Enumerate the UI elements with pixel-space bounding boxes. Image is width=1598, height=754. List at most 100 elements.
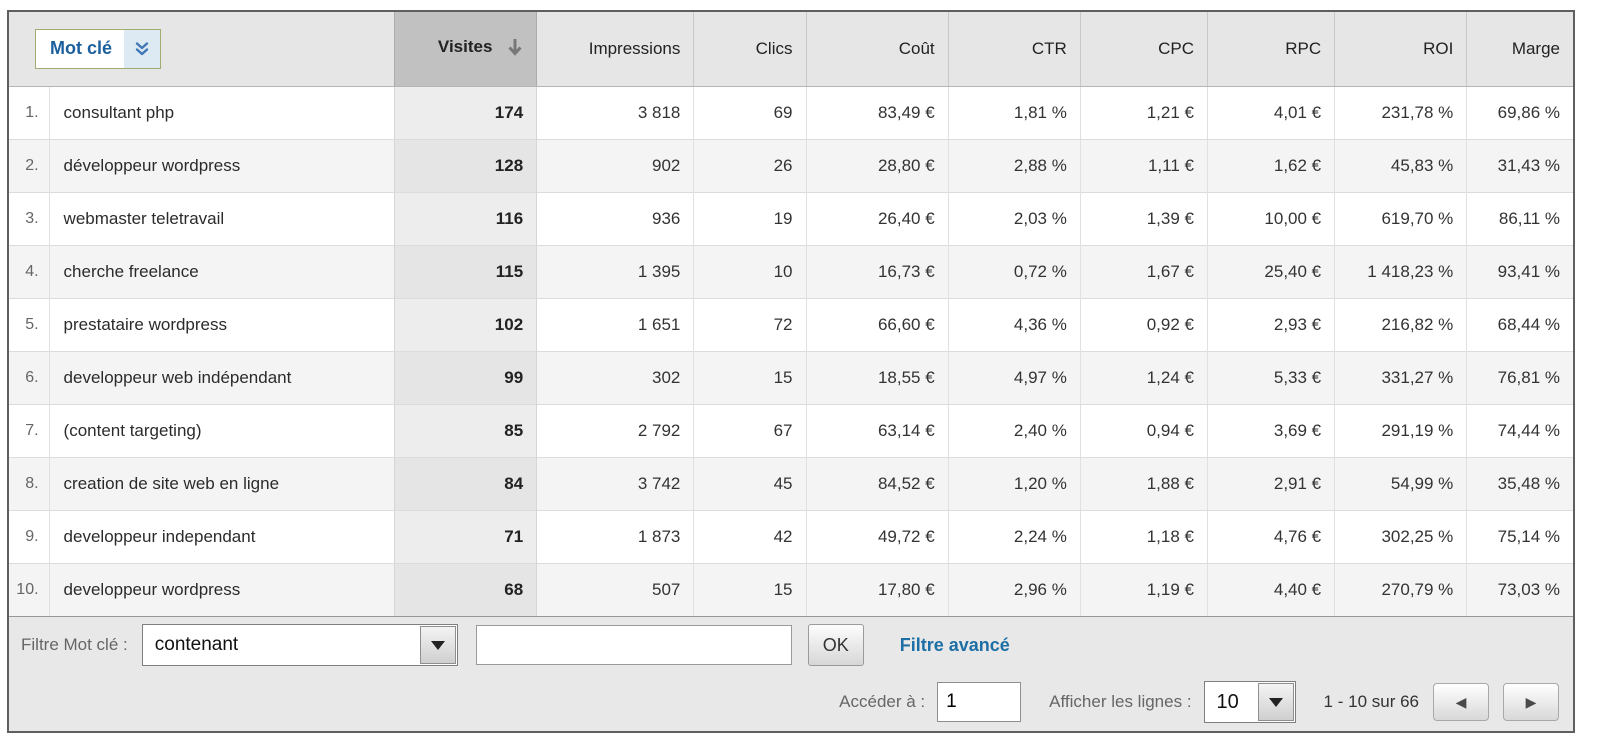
table-header: Mot clé Visites Impressions Clics Coût C…: [9, 12, 1573, 87]
visites-cell: 115: [393, 244, 538, 298]
rpc-cell: 4,40 €: [1206, 562, 1335, 616]
marge-cell: 69,86 %: [1466, 85, 1573, 139]
marge-cell: 73,03 %: [1466, 562, 1573, 616]
goto-page-input[interactable]: [937, 682, 1022, 722]
row-number: 10.: [9, 562, 50, 616]
roi-cell: 270,79 %: [1334, 562, 1467, 616]
marge-cell: 86,11 %: [1466, 191, 1573, 245]
keyword-cell: prestataire wordpress: [48, 297, 395, 351]
rpc-cell: 25,40 €: [1206, 244, 1335, 298]
column-header-roi[interactable]: ROI: [1334, 12, 1467, 87]
filter-label: Filtre Mot clé :: [21, 635, 128, 654]
cout-cell: 84,52 €: [805, 456, 949, 510]
visites-cell: 102: [393, 297, 538, 351]
column-header-label: Visites: [437, 36, 493, 56]
column-header-impressions[interactable]: Impressions: [536, 12, 694, 87]
rpc-cell: 10,00 €: [1206, 191, 1335, 245]
cpc-cell: 0,94 €: [1079, 403, 1208, 457]
keyword-report-table: Mot clé Visites Impressions Clics Coût C…: [7, 10, 1575, 733]
row-number: 1.: [9, 85, 50, 139]
marge-cell: 31,43 %: [1466, 138, 1573, 192]
pagination-bar: Accéder à : Afficher les lignes : 10 1 -…: [9, 673, 1573, 731]
clics-cell: 45: [693, 456, 806, 510]
table-row: 6. developpeur web indépendant 99 302 15…: [9, 350, 1573, 404]
cpc-cell: 1,24 €: [1079, 350, 1208, 404]
keyword-cell: developpeur wordpress: [48, 562, 395, 616]
ctr-cell: 1,20 %: [947, 456, 1081, 510]
roi-cell: 619,70 %: [1334, 191, 1467, 245]
impressions-cell: 3 742: [536, 456, 694, 510]
keyword-cell: développeur wordpress: [48, 138, 395, 192]
cpc-cell: 1,18 €: [1079, 509, 1208, 563]
filter-operator-select[interactable]: contenant: [141, 624, 458, 666]
roi-cell: 45,83 %: [1334, 138, 1467, 192]
impressions-cell: 3 818: [536, 85, 694, 139]
table-row: 4. cherche freelance 115 1 395 10 16,73 …: [9, 244, 1573, 298]
next-page-button[interactable]: ▶: [1503, 683, 1559, 721]
filter-ok-button[interactable]: OK: [807, 624, 864, 666]
rpc-cell: 2,93 €: [1206, 297, 1335, 351]
marge-cell: 75,14 %: [1466, 509, 1573, 563]
filter-text-input[interactable]: [475, 625, 792, 665]
ctr-cell: 2,96 %: [947, 562, 1081, 616]
chevron-down-icon[interactable]: [1257, 683, 1294, 721]
impressions-cell: 507: [536, 562, 694, 616]
table-row: 8. creation de site web en ligne 84 3 74…: [9, 456, 1573, 510]
column-header-rpc[interactable]: RPC: [1206, 12, 1335, 87]
column-header-cpc[interactable]: CPC: [1079, 12, 1208, 87]
table-body: 1. consultant php 174 3 818 69 83,49 € 1…: [9, 85, 1573, 616]
roi-cell: 302,25 %: [1334, 509, 1467, 563]
column-header-ctr[interactable]: CTR: [947, 12, 1081, 87]
column-header-cout[interactable]: Coût: [805, 12, 949, 87]
previous-page-button[interactable]: ◀: [1433, 683, 1489, 721]
cpc-cell: 1,88 €: [1079, 456, 1208, 510]
row-number: 2.: [9, 138, 50, 192]
visites-cell: 71: [393, 509, 538, 563]
column-header-visites[interactable]: Visites: [393, 12, 538, 87]
ctr-cell: 2,03 %: [947, 191, 1081, 245]
roi-cell: 1 418,23 %: [1334, 244, 1467, 298]
rpc-cell: 3,69 €: [1206, 403, 1335, 457]
keyword-column-header: Mot clé: [9, 12, 395, 87]
clics-cell: 19: [693, 191, 806, 245]
impressions-cell: 936: [536, 191, 694, 245]
visites-cell: 116: [393, 191, 538, 245]
roi-cell: 291,19 %: [1334, 403, 1467, 457]
impressions-cell: 1 651: [536, 297, 694, 351]
cout-cell: 28,80 €: [805, 138, 949, 192]
marge-cell: 74,44 %: [1466, 403, 1573, 457]
roi-cell: 216,82 %: [1334, 297, 1467, 351]
keyword-cell: developpeur web indépendant: [48, 350, 395, 404]
impressions-cell: 1 395: [536, 244, 694, 298]
column-header-clics[interactable]: Clics: [693, 12, 806, 87]
rows-per-page-select[interactable]: 10: [1203, 681, 1296, 723]
rpc-cell: 4,76 €: [1206, 509, 1335, 563]
visites-cell: 174: [393, 85, 538, 139]
cpc-cell: 1,67 €: [1079, 244, 1208, 298]
rpc-cell: 5,33 €: [1206, 350, 1335, 404]
rpc-cell: 1,62 €: [1206, 138, 1335, 192]
cpc-cell: 0,92 €: [1079, 297, 1208, 351]
cout-cell: 18,55 €: [805, 350, 949, 404]
row-number: 6.: [9, 350, 50, 404]
chevron-down-icon[interactable]: [419, 626, 456, 664]
marge-cell: 93,41 %: [1466, 244, 1573, 298]
column-header-marge[interactable]: Marge: [1466, 12, 1573, 87]
table-row: 9. developpeur independant 71 1 873 42 4…: [9, 509, 1573, 563]
marge-cell: 76,81 %: [1466, 350, 1573, 404]
ctr-cell: 2,88 %: [947, 138, 1081, 192]
ctr-cell: 0,72 %: [947, 244, 1081, 298]
visites-cell: 68: [393, 562, 538, 616]
visites-cell: 85: [393, 403, 538, 457]
advanced-filter-link[interactable]: Filtre avancé: [899, 634, 1010, 655]
keyword-dimension-button[interactable]: Mot clé: [35, 28, 162, 69]
row-number: 8.: [9, 456, 50, 510]
double-chevron-down-icon: [124, 29, 161, 68]
keyword-cell: cherche freelance: [48, 244, 395, 298]
row-number: 3.: [9, 191, 50, 245]
rows-per-page-value: 10: [1216, 690, 1239, 713]
row-number: 9.: [9, 509, 50, 563]
roi-cell: 331,27 %: [1334, 350, 1467, 404]
keyword-metrics-table: Mot clé Visites Impressions Clics Coût C…: [9, 12, 1573, 616]
row-number: 7.: [9, 403, 50, 457]
